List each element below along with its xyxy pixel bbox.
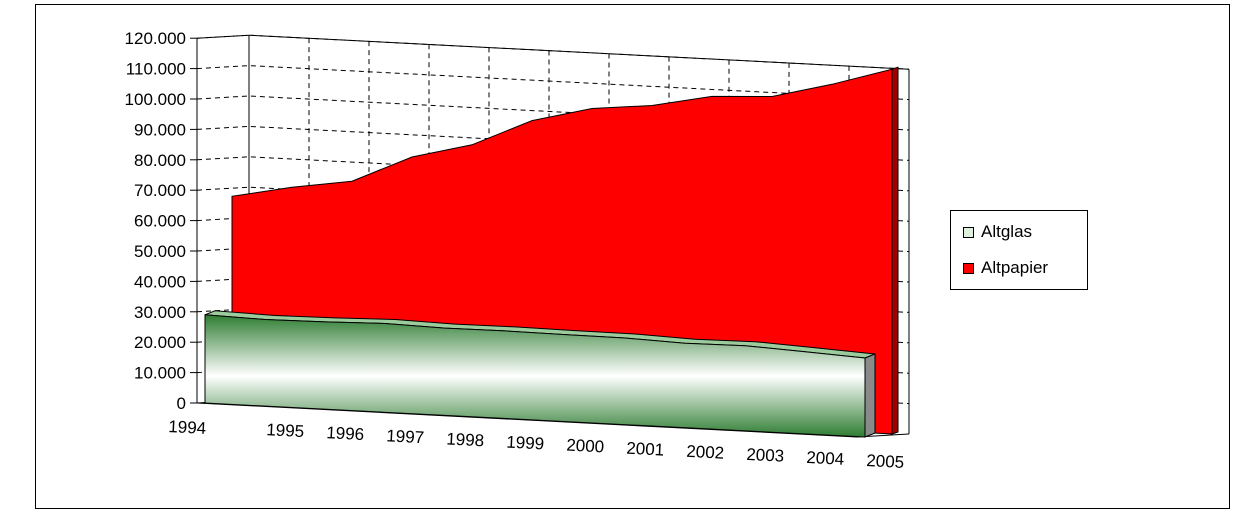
legend-label-altglas: Altglas xyxy=(981,222,1033,241)
legend-label-altpapier: Altpapier xyxy=(981,258,1049,277)
x-tick-label: 2004 xyxy=(806,448,845,469)
x-tick-label: 1999 xyxy=(506,432,545,453)
legend-swatch-altpapier xyxy=(963,262,974,274)
back-wall-top-edge xyxy=(248,34,910,70)
y-tick-label: 90.000 xyxy=(134,120,186,139)
area-altpapier-side xyxy=(891,66,899,435)
x-tick-label: 1997 xyxy=(386,426,425,447)
series-altglas xyxy=(204,310,876,438)
y-axis-ticks: 0 10.000 20.000 30.000 40.000 50.000 60.000 70.… xyxy=(125,29,197,413)
y-tick-label: 30.000 xyxy=(134,303,186,322)
y-tick-label: 50.000 xyxy=(134,242,186,261)
x-tick-label: 2000 xyxy=(566,436,605,457)
y-tick-label: 0 xyxy=(177,394,186,413)
y-tick-label: 100.000 xyxy=(125,90,186,109)
x-tick-label: 1998 xyxy=(446,429,485,450)
x-axis-ticks: 1994 1995 1996 1997 1998 1999 2000 2001 2002 2003… xyxy=(168,417,905,472)
y-tick-label: 10.000 xyxy=(134,364,186,383)
y-tick-label: 40.000 xyxy=(134,272,186,291)
y-tick-label: 120.000 xyxy=(125,29,186,48)
x-tick-label: 2003 xyxy=(746,445,785,466)
y-tick-label: 80.000 xyxy=(134,151,186,170)
area-altglas xyxy=(204,314,866,438)
x-tick-label: 1994 xyxy=(168,417,207,438)
y-tick-label: 70.000 xyxy=(134,181,186,200)
legend: Altglas Altpapier xyxy=(950,210,1088,290)
x-tick-label: 1995 xyxy=(266,420,305,441)
x-tick-label: 2001 xyxy=(626,439,665,460)
legend-item-altpapier: Altpapier xyxy=(963,257,1048,279)
y-tick-label: 110.000 xyxy=(126,60,186,79)
x-tick-label: 2002 xyxy=(686,442,725,463)
area-altglas-side xyxy=(864,353,876,438)
x-tick-label: 2005 xyxy=(866,451,905,472)
x-tick-label: 1996 xyxy=(326,423,365,444)
y-tick-label: 60.000 xyxy=(134,212,186,231)
y-tick-label: 20.000 xyxy=(134,333,186,352)
legend-swatch-altglas xyxy=(963,226,974,238)
wall-top-left xyxy=(196,34,250,39)
legend-item-altglas: Altglas xyxy=(963,221,1032,243)
